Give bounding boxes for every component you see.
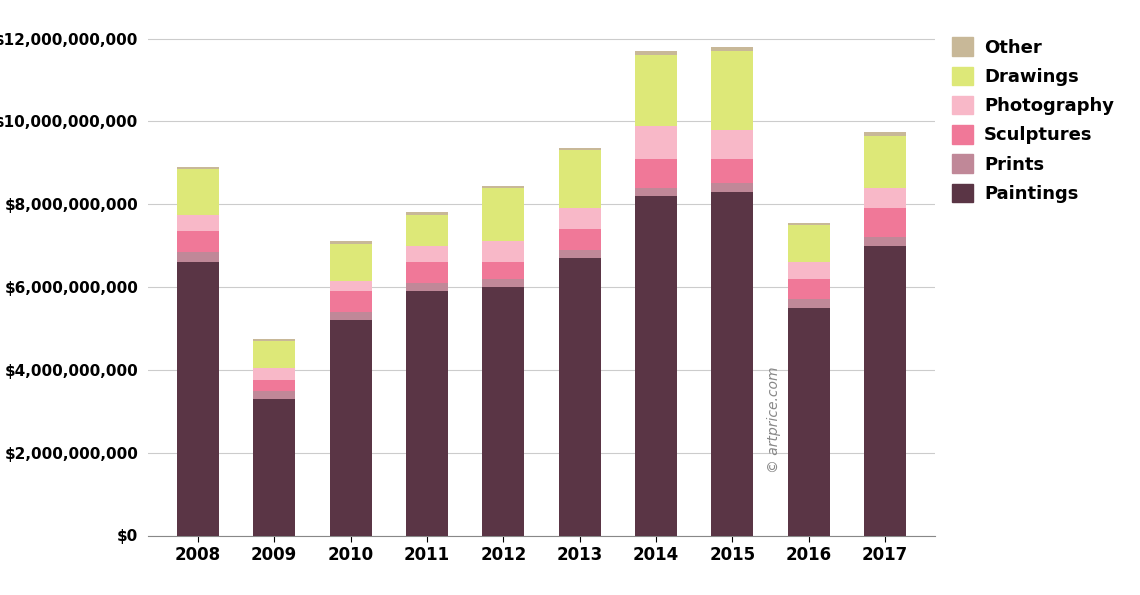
Bar (559, 229, 601, 250)
Bar (864, 131, 906, 136)
Bar (635, 196, 677, 536)
Bar (864, 208, 906, 237)
Bar (788, 223, 830, 225)
Legend: Other, Drawings, Photography, Sculptures, Prints, Paintings: Other, Drawings, Photography, Sculptures… (952, 37, 1114, 203)
Bar (559, 151, 601, 208)
Bar (635, 159, 677, 187)
Bar (253, 390, 295, 399)
Bar (559, 208, 601, 229)
Bar (482, 262, 524, 278)
Bar (788, 225, 830, 262)
Bar (177, 262, 219, 536)
Bar (177, 167, 219, 169)
Bar (788, 278, 830, 299)
Bar (711, 192, 754, 536)
Bar (253, 339, 295, 341)
Bar (788, 308, 830, 536)
Bar (559, 148, 601, 151)
Bar (406, 283, 448, 291)
Bar (788, 262, 830, 278)
Bar (406, 291, 448, 536)
Bar (864, 237, 906, 246)
Bar (406, 212, 448, 215)
Text: © artprice.com: © artprice.com (766, 367, 781, 474)
Bar (635, 187, 677, 196)
Bar (711, 183, 754, 192)
Bar (711, 130, 754, 159)
Bar (635, 126, 677, 159)
Bar (329, 281, 372, 291)
Bar (559, 258, 601, 536)
Bar (482, 287, 524, 536)
Bar (406, 246, 448, 262)
Bar (864, 246, 906, 536)
Bar (253, 341, 295, 368)
Bar (406, 215, 448, 246)
Bar (329, 312, 372, 320)
Bar (482, 242, 524, 262)
Bar (406, 262, 448, 283)
Bar (711, 47, 754, 51)
Bar (711, 159, 754, 183)
Bar (253, 399, 295, 536)
Bar (177, 215, 219, 231)
Bar (177, 231, 219, 252)
Bar (635, 51, 677, 55)
Bar (329, 320, 372, 536)
Bar (329, 291, 372, 312)
Bar (864, 136, 906, 187)
Bar (253, 380, 295, 390)
Bar (177, 252, 219, 262)
Bar (864, 187, 906, 208)
Bar (177, 169, 219, 215)
Bar (329, 243, 372, 281)
Bar (559, 250, 601, 258)
Bar (329, 242, 372, 243)
Bar (788, 299, 830, 308)
Bar (711, 51, 754, 130)
Bar (482, 278, 524, 287)
Bar (635, 55, 677, 126)
Bar (253, 368, 295, 380)
Bar (482, 187, 524, 242)
Bar (482, 186, 524, 187)
